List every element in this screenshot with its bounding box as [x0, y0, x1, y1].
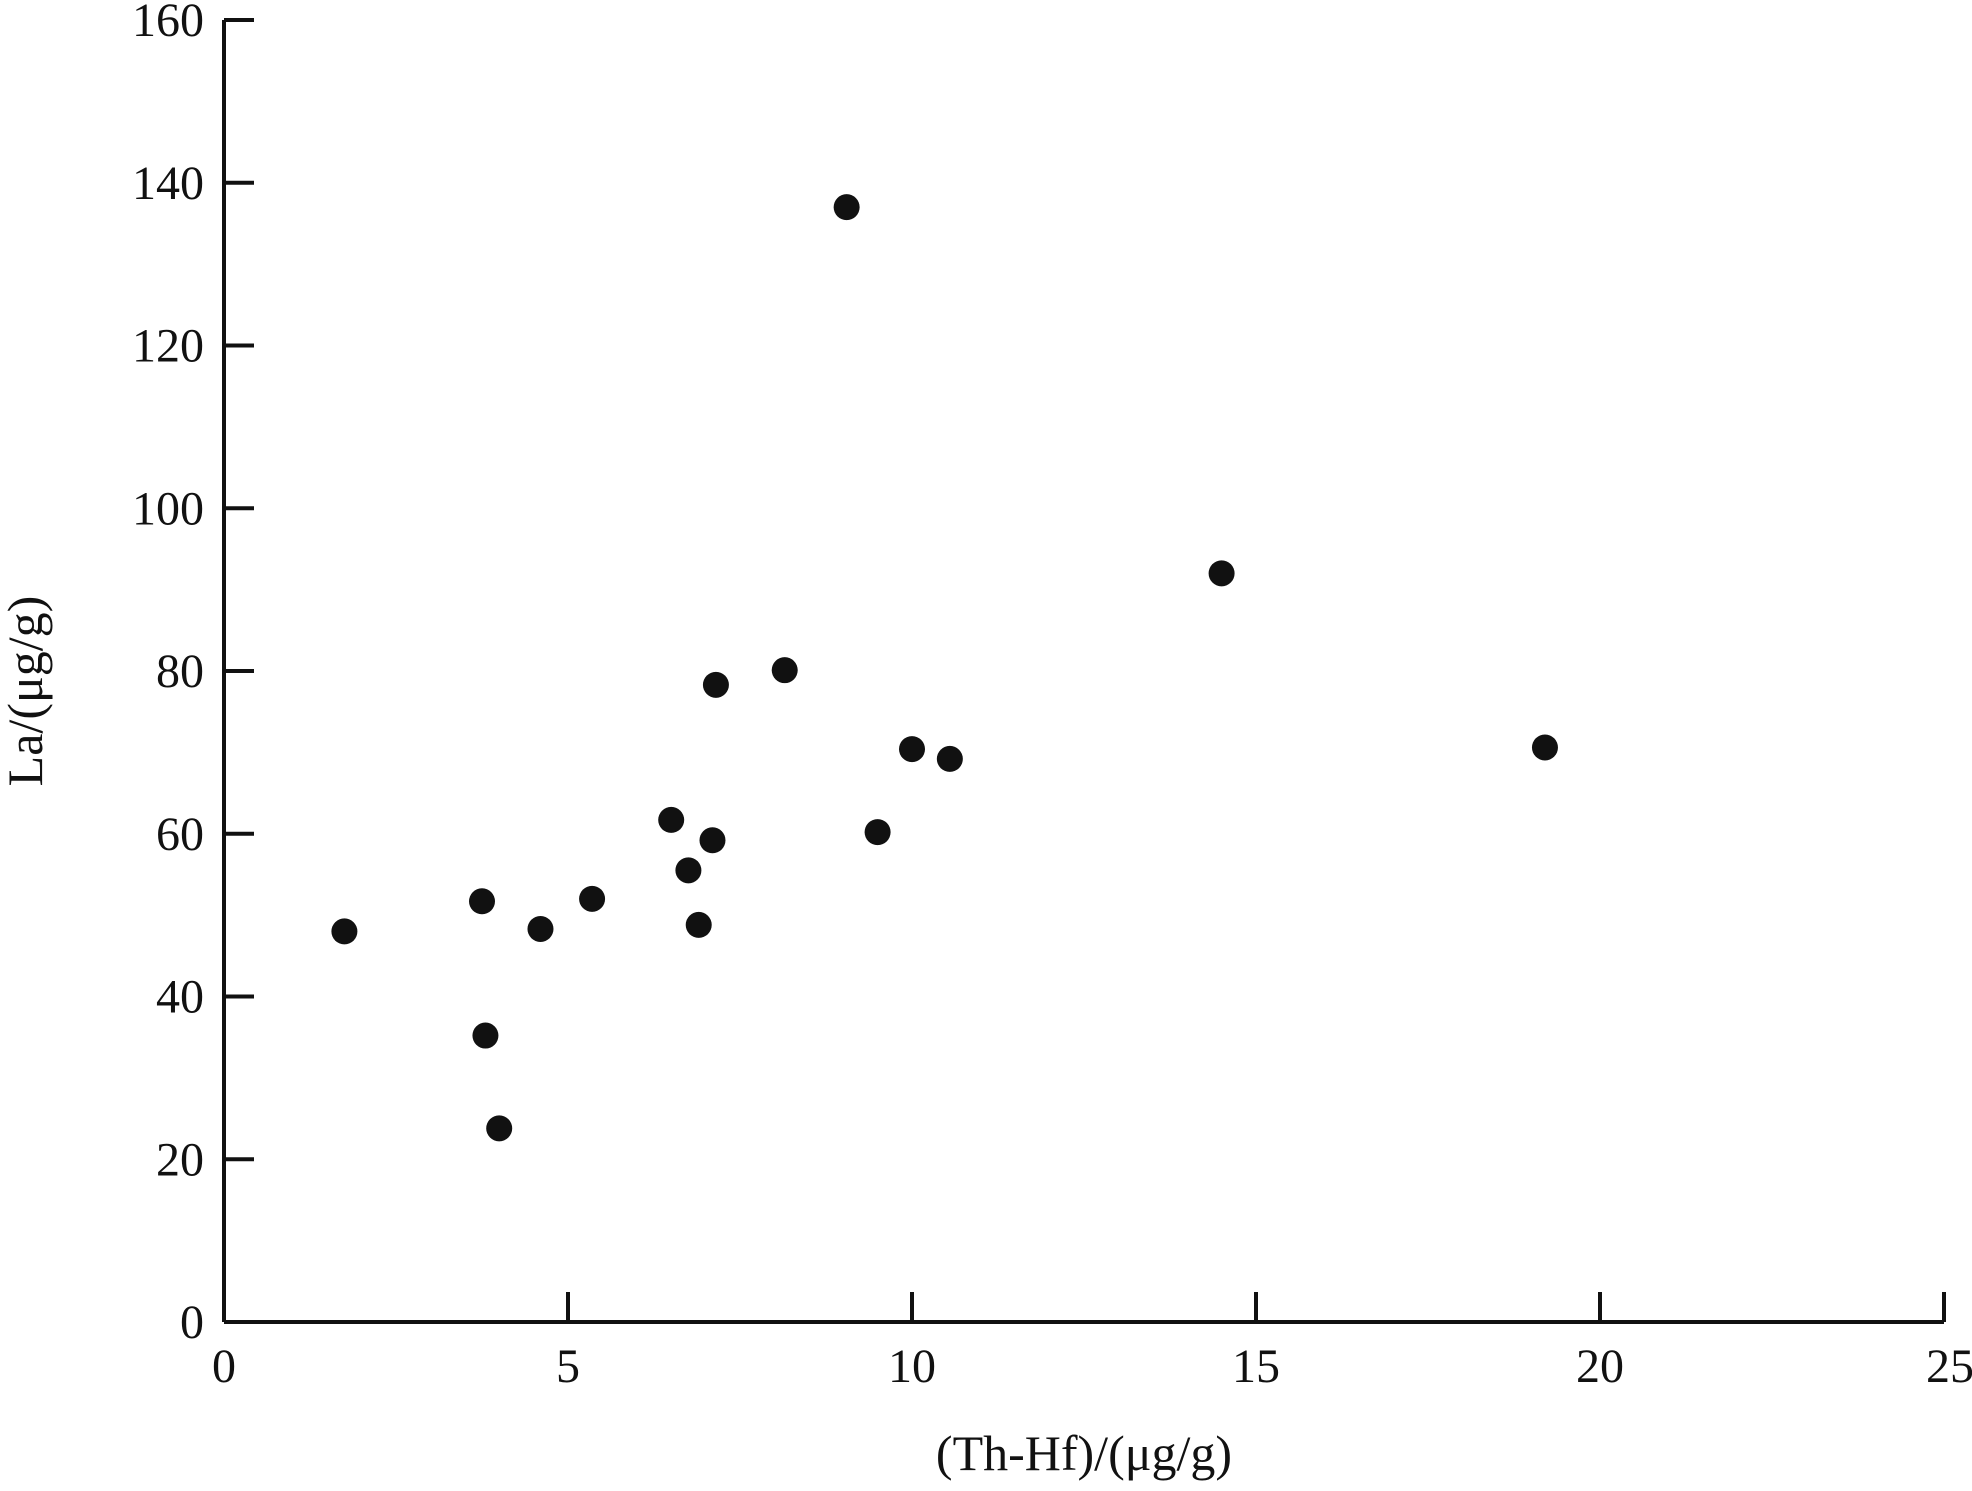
y-tick-label: 160: [132, 0, 204, 47]
data-point: [702, 671, 729, 698]
x-tick-label: 0: [212, 1340, 236, 1393]
y-tick-label: 60: [156, 808, 204, 861]
y-tick-label: 20: [156, 1133, 204, 1186]
x-tick-label: 15: [1232, 1340, 1280, 1393]
data-point: [1208, 560, 1235, 587]
data-point: [864, 819, 891, 846]
y-tick-label: 40: [156, 971, 204, 1024]
data-point: [579, 885, 606, 912]
x-tick-label: 20: [1576, 1340, 1624, 1393]
data-point: [685, 911, 712, 938]
y-tick-label: 120: [132, 320, 204, 373]
data-point: [1531, 734, 1558, 761]
data-point: [527, 915, 554, 942]
y-tick-label: 100: [132, 482, 204, 535]
y-tick-label: 140: [132, 157, 204, 210]
y-tick-label: 0: [180, 1296, 204, 1349]
data-point: [331, 918, 358, 945]
x-axis: 0 5 10 15 20 25: [212, 1292, 1972, 1393]
x-axis-title: (Th-Hf)/(μg/g): [936, 1425, 1232, 1481]
data-point: [936, 745, 963, 772]
data-points: [331, 194, 1558, 1142]
y-tick-label: 80: [156, 645, 204, 698]
data-point: [658, 806, 685, 833]
data-point: [675, 857, 702, 884]
data-point: [899, 736, 925, 763]
y-axis: 0 20 40 60 80 100 120 140 160: [132, 0, 254, 1349]
data-point: [771, 657, 798, 684]
data-point: [833, 194, 860, 221]
data-point: [472, 1022, 499, 1049]
data-point: [469, 888, 495, 915]
data-point: [699, 827, 726, 854]
x-tick-label: 10: [888, 1340, 936, 1393]
data-point: [486, 1115, 513, 1142]
x-tick-label: 25: [1926, 1340, 1972, 1393]
x-tick-label: 5: [556, 1340, 580, 1393]
y-axis-title: La/(μg/g): [0, 596, 53, 787]
